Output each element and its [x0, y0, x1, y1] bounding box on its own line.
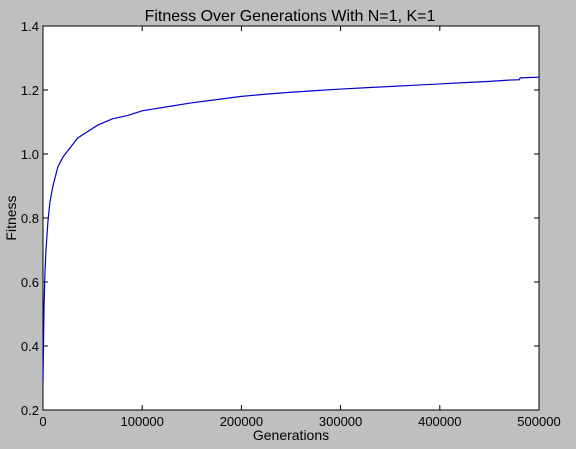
y-tick-label: 0.6 — [21, 275, 39, 290]
plot-area — [43, 26, 539, 410]
x-tick-label: 500000 — [517, 414, 560, 429]
y-tick-label: 0.8 — [21, 211, 39, 226]
y-tick-label: 0.2 — [21, 403, 39, 418]
chart-title: Fitness Over Generations With N=1, K=1 — [145, 8, 436, 25]
y-tick-label: 1.4 — [21, 19, 39, 34]
y-tick-label: 0.4 — [21, 339, 39, 354]
x-tick-label: 0 — [39, 414, 46, 429]
y-tick-label: 1.2 — [21, 83, 39, 98]
x-axis-label: Generations — [253, 427, 329, 443]
y-axis-label: Fitness — [3, 195, 19, 240]
x-tick-label: 100000 — [121, 414, 164, 429]
y-tick-label: 1.0 — [21, 147, 39, 162]
x-tick-label: 400000 — [418, 414, 461, 429]
